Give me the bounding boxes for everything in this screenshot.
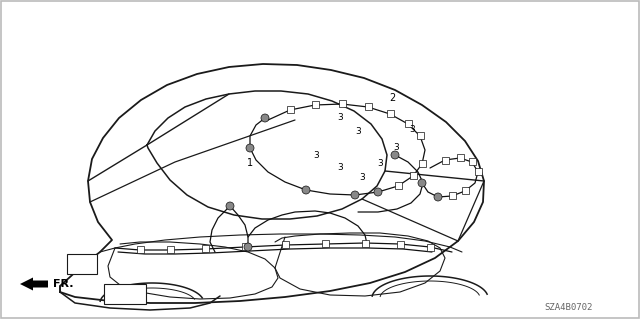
Bar <box>426 243 433 250</box>
Text: 3: 3 <box>393 144 399 152</box>
Bar <box>287 106 294 113</box>
Text: 3: 3 <box>355 128 361 137</box>
Text: 3: 3 <box>359 174 365 182</box>
Bar <box>365 102 371 109</box>
Bar <box>136 246 143 253</box>
Text: FR.: FR. <box>53 279 74 289</box>
Bar <box>442 157 449 164</box>
Bar <box>397 241 403 248</box>
Text: 3: 3 <box>377 160 383 168</box>
Bar <box>468 158 476 165</box>
Circle shape <box>351 191 359 199</box>
Bar <box>339 100 346 107</box>
FancyBboxPatch shape <box>67 254 97 274</box>
Circle shape <box>244 243 252 251</box>
Bar <box>202 244 209 251</box>
Bar <box>387 109 394 116</box>
Circle shape <box>246 144 254 152</box>
Bar <box>362 240 369 247</box>
Bar <box>461 187 468 194</box>
Circle shape <box>374 188 382 196</box>
Circle shape <box>391 151 399 159</box>
Bar <box>449 191 456 198</box>
Bar <box>394 182 401 189</box>
FancyArrow shape <box>20 278 48 291</box>
Circle shape <box>418 179 426 187</box>
Text: SZA4B0702: SZA4B0702 <box>545 302 593 311</box>
FancyBboxPatch shape <box>104 284 146 304</box>
Text: 3: 3 <box>409 125 415 135</box>
Circle shape <box>226 202 234 210</box>
Text: 2: 2 <box>389 93 395 103</box>
Text: 3: 3 <box>337 114 343 122</box>
Bar <box>312 100 319 108</box>
Circle shape <box>302 186 310 194</box>
Text: 1: 1 <box>247 158 253 168</box>
Bar <box>241 242 248 249</box>
Bar <box>456 153 463 160</box>
Text: 3: 3 <box>313 151 319 160</box>
Bar <box>410 172 417 179</box>
Text: 3: 3 <box>337 164 343 173</box>
Bar <box>417 131 424 138</box>
Bar <box>419 160 426 167</box>
Bar <box>474 167 481 174</box>
Circle shape <box>261 114 269 122</box>
Bar <box>166 246 173 253</box>
Bar <box>321 240 328 247</box>
Bar <box>282 241 289 248</box>
Bar <box>404 120 412 127</box>
Circle shape <box>434 193 442 201</box>
